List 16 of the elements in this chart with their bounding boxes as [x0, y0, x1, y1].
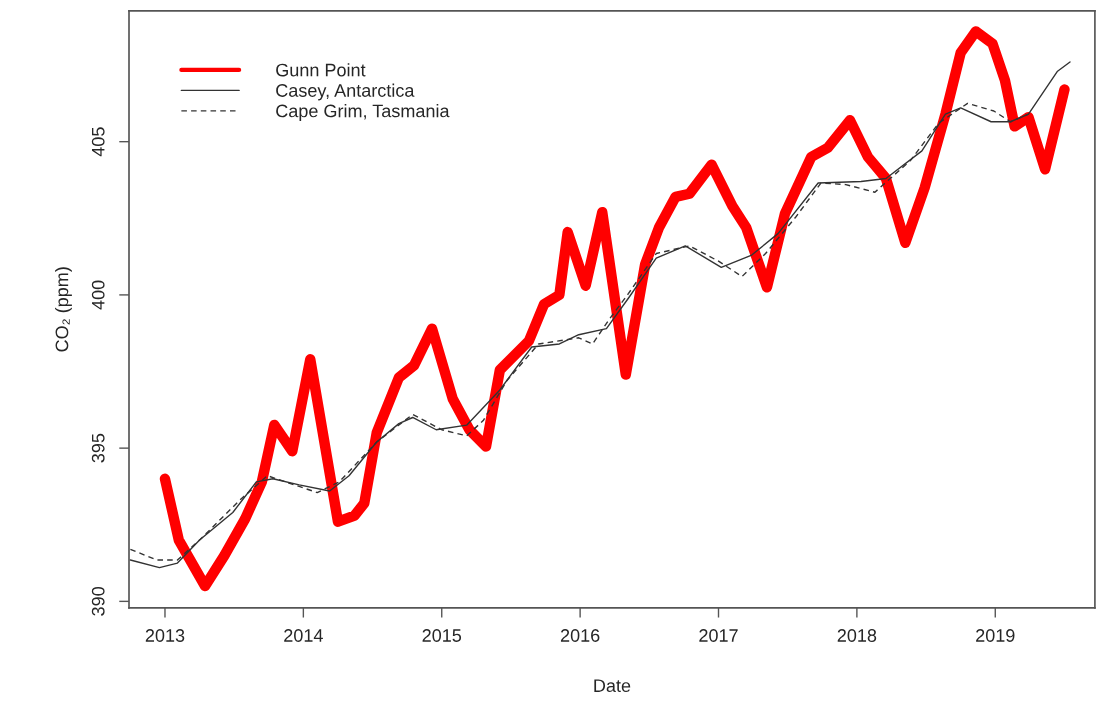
y-axis-title: CO₂ (ppm): [55, 267, 72, 352]
x-tick-label: 2015: [422, 629, 462, 642]
x-tick-label: 2013: [145, 629, 185, 642]
legend-label: Cape Grim, Tasmania: [276, 104, 450, 121]
x-axis-title: Date: [594, 679, 631, 693]
x-tick-label: 2018: [837, 629, 877, 642]
legend-label: Gunn Point: [276, 63, 366, 77]
legend-label: Casey, Antarctica: [276, 83, 415, 101]
y-tick-label: 405: [91, 127, 105, 157]
x-tick-label: 2016: [560, 629, 600, 642]
y-tick-label: 390: [91, 587, 105, 616]
x-tick-label: 2014: [284, 629, 323, 642]
x-tick-label: 2019: [976, 629, 1015, 642]
y-tick-label: 395: [91, 433, 105, 463]
x-tick-label: 2017: [699, 629, 738, 642]
y-tick-label: 400: [91, 280, 105, 310]
